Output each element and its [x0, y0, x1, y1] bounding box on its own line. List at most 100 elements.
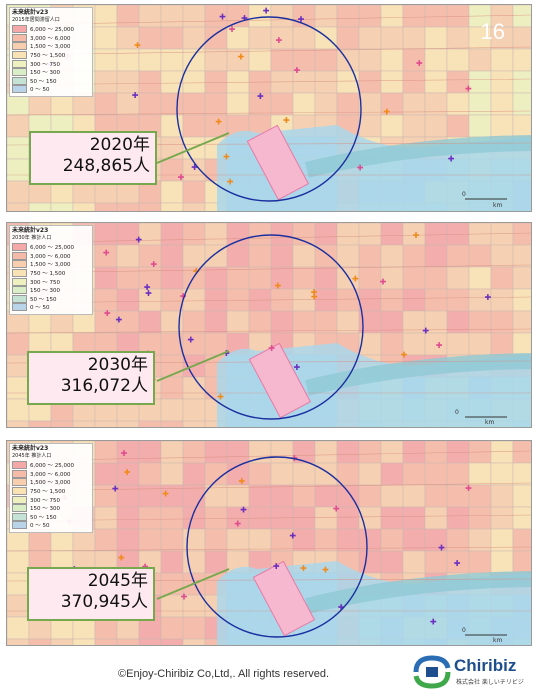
legend-range-label: 3,000 〜 6,000 [30, 253, 71, 260]
population-grid-cell [424, 484, 448, 508]
facility-marker-icon: ✚ [238, 477, 245, 486]
population-grid-cell [512, 288, 531, 312]
legend-range-label: 300 〜 750 [30, 497, 60, 504]
population-grid-cell [490, 244, 514, 268]
legend-swatch [12, 469, 27, 478]
population-grid-cell [402, 26, 426, 50]
scale-bar-zero: 0 [462, 191, 466, 198]
facility-marker-icon: ✚ [217, 393, 224, 402]
facility-marker-icon: ✚ [293, 66, 300, 75]
legend: 未来統計v23 2015年居間滞留人口 6,000 〜 25,000 3,000 … [9, 7, 93, 97]
population-grid-cell [204, 266, 228, 290]
population-grid-cell [182, 638, 206, 645]
population-grid-cell [512, 48, 531, 72]
facility-marker-icon: ✚ [187, 336, 194, 345]
population-grid-cell [336, 528, 360, 552]
callout-leader-line [156, 350, 230, 382]
facility-marker-icon: ✚ [383, 108, 390, 117]
population-grid-cell [7, 114, 30, 138]
population-grid-cell [380, 5, 404, 28]
facility-marker-icon: ✚ [124, 468, 131, 477]
population-grid-cell [292, 266, 316, 290]
legend-row: 150 〜 300 [12, 68, 90, 77]
population-grid-cell [116, 202, 140, 211]
population-grid-cell [402, 5, 426, 28]
map-panel-2045: ✚✚✚✚✚✚✚✚✚✚✚✚✚✚✚✚✚✚✚✚✚✚✚✚✚✚ 未来統計v23 2045年… [6, 440, 532, 646]
population-grid-cell [160, 5, 184, 28]
legend-range-label: 50 〜 150 [30, 514, 57, 521]
legend-range-label: 3,000 〜 6,000 [30, 35, 71, 42]
population-grid-cell [446, 266, 470, 290]
population-grid-cell [314, 310, 338, 334]
population-grid-cell [248, 484, 272, 508]
legend-swatch [12, 487, 27, 496]
population-grid-cell [160, 420, 184, 427]
map-panel-2030: ✚✚✚✚✚✚✚✚✚✚✚✚✚✚✚✚✚✚✚✚✚✚✚✚✚✚ 未来統計v23 2030年… [6, 222, 532, 428]
population-grid-cell [160, 223, 184, 246]
legend-range-label: 50 〜 150 [30, 78, 57, 85]
population-grid-cell [50, 202, 74, 211]
population-grid-cell [248, 244, 272, 268]
legend-row: 6,000 〜 25,000 [12, 461, 90, 470]
facility-marker-icon: ✚ [132, 91, 139, 100]
population-grid-cell [380, 441, 404, 464]
population-grid-cell [7, 354, 30, 378]
population-grid-cell [226, 441, 250, 464]
population-grid-cell [160, 616, 184, 640]
population-grid-cell [468, 332, 492, 356]
population-grid-cell [7, 398, 30, 422]
population-grid-cell [7, 616, 30, 640]
legend-swatch [12, 294, 27, 303]
population-grid-cell [160, 244, 184, 268]
facility-marker-icon: ✚ [283, 116, 290, 125]
legend-range-label: 0 〜 50 [30, 87, 50, 94]
population-grid-cell [160, 26, 184, 50]
population-grid-cell [424, 244, 448, 268]
population-grid-cell [314, 223, 338, 246]
population-grid-cell [204, 420, 228, 427]
population-grid-cell [446, 48, 470, 72]
population-grid-cell [138, 441, 162, 464]
population-grid-cell [490, 528, 514, 552]
population-grid-cell [160, 202, 184, 211]
facility-marker-icon: ✚ [241, 14, 248, 23]
facility-marker-icon: ✚ [276, 36, 283, 45]
road-line [7, 46, 531, 56]
population-grid-cell [182, 114, 206, 138]
population-grid-cell [446, 26, 470, 50]
legend-range-label: 150 〜 300 [30, 288, 60, 295]
population-grid-cell [424, 462, 448, 486]
population-grid-cell [138, 528, 162, 552]
population-grid-cell [182, 550, 206, 574]
population-grid-cell [182, 180, 206, 204]
population-grid-cell [512, 5, 531, 28]
population-grid-cell [138, 202, 162, 211]
population-grid-cell [336, 310, 360, 334]
population-grid-cell [358, 26, 382, 50]
population-grid-cell [314, 70, 338, 94]
legend-rows: 6,000 〜 25,000 3,000 〜 6,000 1,500 〜 3,000… [12, 25, 90, 94]
facility-marker-icon: ✚ [298, 15, 305, 24]
legend-range-label: 1,500 〜 3,000 [30, 44, 71, 51]
legend-swatch [12, 260, 27, 269]
population-grid-cell [446, 288, 470, 312]
population-grid-cell [182, 92, 206, 116]
population-grid-cell [292, 462, 316, 486]
legend-row: 50 〜 150 [12, 512, 90, 522]
population-grid-cell [7, 638, 30, 645]
facility-marker-icon: ✚ [300, 564, 307, 573]
radius-circle [178, 234, 364, 420]
population-grid-cell [358, 5, 382, 28]
population-grid-cell [490, 266, 514, 290]
population-grid-cell [446, 332, 470, 356]
population-value: 370,945人 [60, 592, 148, 612]
population-grid-cell [512, 462, 531, 486]
population-grid-cell [7, 332, 30, 356]
population-grid-cell [380, 26, 404, 50]
legend-swatch [12, 286, 27, 295]
legend-row: 0 〜 50 [12, 521, 90, 530]
facility-marker-icon: ✚ [178, 173, 185, 182]
population-grid-cell [182, 616, 206, 640]
population-grid-cell [138, 26, 162, 50]
population-grid-cell [116, 244, 140, 268]
